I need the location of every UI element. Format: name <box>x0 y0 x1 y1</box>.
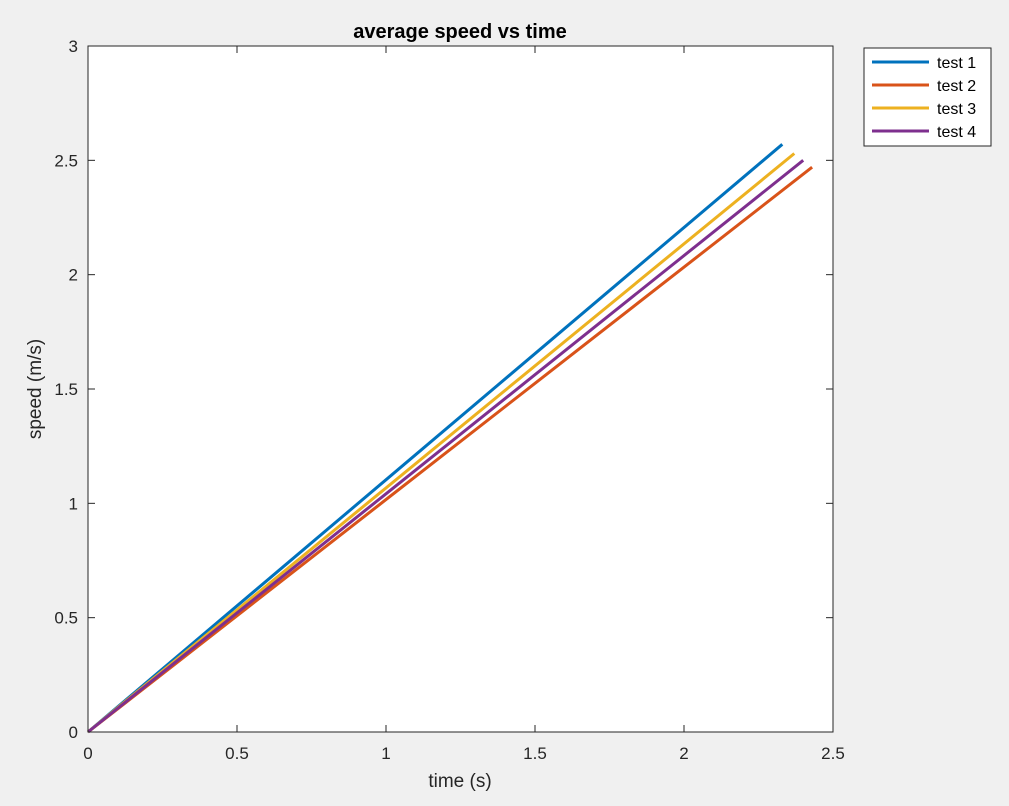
y-tick-label: 2.5 <box>54 151 78 170</box>
legend: test 1 test 2 test 3 test 4 <box>863 47 992 147</box>
x-tick-label: 0 <box>83 744 92 763</box>
x-axis-label: time (s) <box>428 771 491 792</box>
y-tick-label: 3 <box>69 37 78 56</box>
x-tick-label: 1 <box>381 744 390 763</box>
legend-label-test-1: test 1 <box>937 55 976 72</box>
y-tick-label: 0.5 <box>54 609 78 628</box>
x-tick-label: 0.5 <box>225 744 249 763</box>
series-line-test-1 <box>87 143 784 734</box>
y-tick-label: 0 <box>69 723 78 742</box>
y-axis-label: speed (m/s) <box>25 339 46 439</box>
chart-title: average speed vs time <box>353 21 566 43</box>
y-tick-label: 1 <box>69 494 78 513</box>
legend-label-test-4: test 4 <box>937 124 976 141</box>
y-tick-label: 1.5 <box>54 380 78 399</box>
ticks-layer: 0 0.5 1 1.5 2 2.5 0 0.5 1 1.5 2 2.5 3 <box>54 37 844 763</box>
series-layer <box>87 143 814 734</box>
y-tick-label: 2 <box>69 266 78 285</box>
legend-label-test-2: test 2 <box>937 78 976 95</box>
plot-area <box>88 46 833 732</box>
x-tick-label: 1.5 <box>523 744 547 763</box>
x-tick-label: 2.5 <box>821 744 845 763</box>
series-line-test-2 <box>87 166 814 734</box>
x-tick-label: 2 <box>679 744 688 763</box>
series-line-test-4 <box>87 159 805 734</box>
legend-label-test-3: test 3 <box>937 101 976 118</box>
series-line-test-3 <box>87 152 796 734</box>
